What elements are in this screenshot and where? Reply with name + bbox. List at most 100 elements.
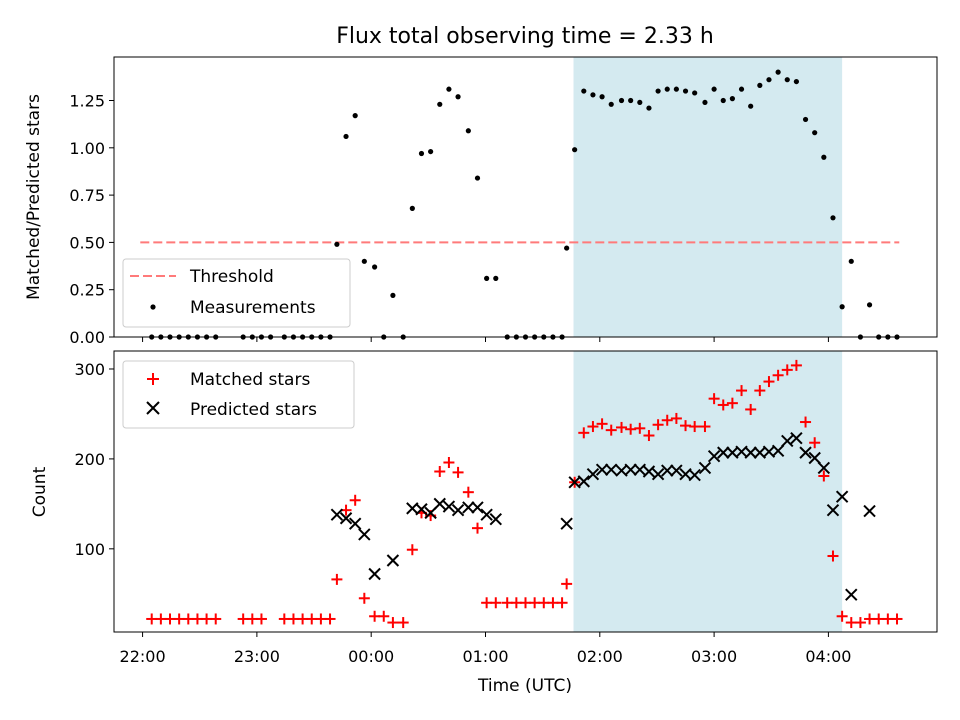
matched-stars-point xyxy=(587,421,599,433)
measurement-point xyxy=(839,304,845,310)
matched-stars-point xyxy=(809,437,821,449)
predicted-stars-point xyxy=(339,512,353,525)
predicted-stars-point xyxy=(790,432,803,445)
predicted-stars-point xyxy=(670,464,683,477)
matched-stars-point xyxy=(397,617,409,629)
measurement-point xyxy=(418,150,425,157)
predicted-stars-point xyxy=(744,446,757,459)
measurement-point xyxy=(711,86,717,92)
predicted-stars-point xyxy=(442,500,456,513)
ratio-y-tick-label: 1.25 xyxy=(69,92,105,111)
predicted-stars-point xyxy=(605,463,618,476)
observing-span-band xyxy=(573,351,843,632)
predicted-stars-point xyxy=(771,444,785,458)
observing-span-band xyxy=(573,57,843,337)
matched-stars-point xyxy=(708,393,720,405)
matched-stars-point xyxy=(378,610,390,622)
matched-stars-point xyxy=(763,376,775,388)
count-panel: 100 200 300 22:00 23:00 00:00 01:00 02:00 03:00… xyxy=(30,350,938,696)
legend-threshold-label: Threshold xyxy=(189,267,274,287)
matched-stars-point xyxy=(836,610,848,622)
ratio-panel: 0.00 0.25 0.50 0.75 1.00 1.25 Matched/Predict… xyxy=(24,56,938,347)
measurement-point xyxy=(465,128,471,134)
predicted-stars-point xyxy=(835,490,849,503)
matched-stars-point xyxy=(358,592,370,604)
measurement-point xyxy=(637,99,643,106)
count-legend-box xyxy=(122,360,355,429)
matched-stars-point xyxy=(689,421,701,433)
measurement-point xyxy=(484,275,490,281)
matched-stars-point xyxy=(717,399,729,411)
matched-stars-point xyxy=(781,364,793,376)
matched-stars-point xyxy=(790,359,802,371)
ratio-y-tick-label: 0.75 xyxy=(69,186,105,205)
matched-stars-point xyxy=(661,414,673,426)
predicted-stars-point xyxy=(433,497,446,511)
matched-stars-point xyxy=(745,403,757,415)
predicted-stars-point xyxy=(688,468,701,482)
measurement-point xyxy=(474,175,481,181)
matched-stars-point xyxy=(670,412,682,424)
measurement-point xyxy=(682,88,689,94)
predicted-stars-point xyxy=(808,451,821,465)
count-plot-frame xyxy=(113,350,938,633)
measurement-point xyxy=(390,292,396,298)
measurement-point xyxy=(352,113,358,119)
measurement-point xyxy=(748,103,754,109)
predicted-stars-point xyxy=(348,517,362,530)
matched-stars-point xyxy=(490,597,502,609)
ratio-legend: Threshold Measurements xyxy=(122,258,351,328)
measurement-point xyxy=(428,148,434,155)
ratio-y-tick-label: 1.00 xyxy=(69,139,105,158)
measurement-point xyxy=(784,77,790,83)
measurement-point xyxy=(446,86,452,92)
ratio-legend-box xyxy=(122,258,351,328)
matched-stars-point xyxy=(726,397,738,409)
predicted-stars-point xyxy=(358,528,371,541)
x-tick-label: 04:00 xyxy=(805,647,851,666)
measurement-point xyxy=(729,96,735,102)
predicted-stars-point xyxy=(863,504,876,518)
matched-stars-point xyxy=(462,486,474,498)
predicted-stars-point xyxy=(661,464,674,477)
measurement-point xyxy=(646,105,652,111)
ratio-y-tick-label: 0.25 xyxy=(69,281,105,300)
predicted-stars-point xyxy=(845,588,858,601)
matched-stars-point xyxy=(854,617,866,629)
x-tick-label: 23:00 xyxy=(234,647,280,666)
predicted-stars-point xyxy=(471,501,484,514)
predicted-stars-point xyxy=(386,554,400,567)
x-tick-label: 02:00 xyxy=(577,647,623,666)
measurement-point xyxy=(599,94,605,100)
measurement-point xyxy=(738,86,745,92)
x-tick-label: 03:00 xyxy=(691,647,737,666)
matched-stars-point xyxy=(596,418,608,430)
predicted-stars-point xyxy=(698,461,712,475)
measurement-point xyxy=(692,90,698,96)
measurement-point xyxy=(866,302,873,308)
measurement-point xyxy=(830,215,836,221)
chart-title: Flux total observing time = 2.33 h xyxy=(336,24,714,49)
predicted-stars-point xyxy=(799,446,812,459)
measurement-point xyxy=(775,69,781,75)
matched-stars-point xyxy=(754,385,766,397)
legend-matched-label: Matched stars xyxy=(190,370,310,390)
matched-stars-point xyxy=(452,466,464,478)
matched-stars-point xyxy=(406,544,418,556)
legend-measurement-swatch xyxy=(150,304,156,310)
legend-matched-swatch xyxy=(147,373,159,385)
predicted-stars-point xyxy=(624,463,637,476)
measurement-point xyxy=(655,88,661,94)
measurement-point xyxy=(812,130,818,136)
matched-stars-point xyxy=(578,427,590,439)
predicted-stars-point xyxy=(451,503,465,517)
matched-stars-point xyxy=(800,416,812,428)
measurement-point xyxy=(493,275,499,281)
legend-predicted-label: Predicted stars xyxy=(190,400,317,420)
matched-stars-point xyxy=(324,613,336,625)
predicted-stars-point xyxy=(586,467,600,481)
measurement-point xyxy=(361,258,367,264)
x-tick-label: 01:00 xyxy=(462,647,508,666)
count-y-axis-label: Count xyxy=(30,466,50,517)
predicted-stars-point xyxy=(368,567,381,581)
